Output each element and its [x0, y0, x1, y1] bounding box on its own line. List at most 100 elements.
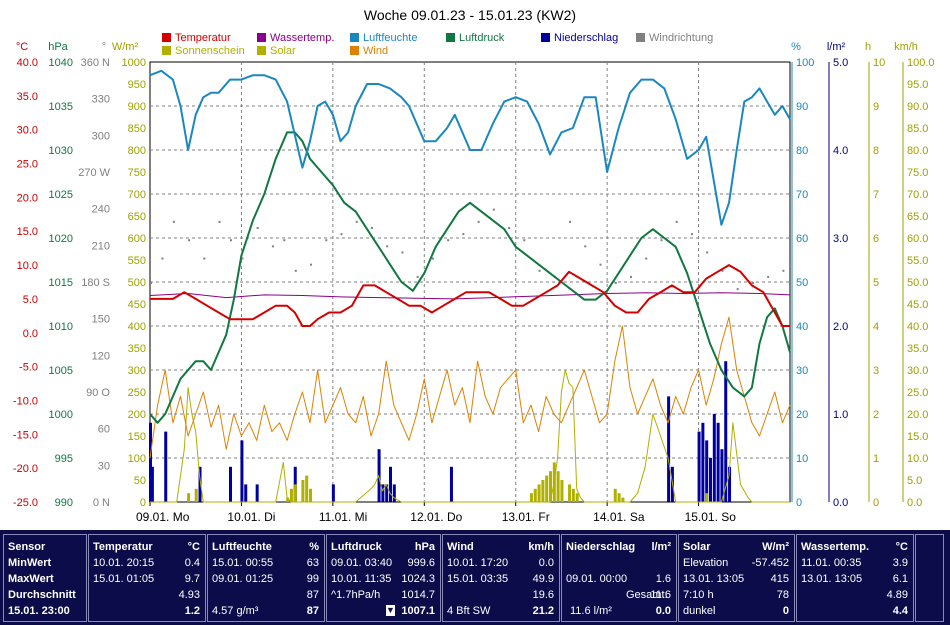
series-line: [149, 316, 791, 459]
humidity-header: Luftfeuchte: [212, 541, 272, 553]
axis-tick-label: 40.0: [907, 321, 928, 333]
data-point: [218, 220, 221, 223]
axis-tick-label: 1040: [49, 57, 73, 69]
bar: [385, 484, 389, 502]
water-temp-unit: °C: [895, 541, 908, 553]
solar-average: 78: [776, 589, 789, 601]
row-label-max: MaxWert: [8, 573, 54, 585]
bar: [709, 458, 712, 502]
axis-tick-label: 0.0: [907, 497, 922, 509]
x-axis-labels: 09.01. Mo 10.01. Di 11.01. Mi 12.01. Do 13.0…: [136, 502, 736, 524]
data-point: [256, 227, 259, 229]
chart-title: Woche 09.01.23 - 15.01.23 (KW2): [364, 7, 576, 23]
bar: [449, 466, 453, 502]
empty-section: [915, 534, 944, 622]
rain-total-value: 11.6: [650, 589, 671, 601]
bar: [529, 493, 533, 502]
axis-tick-label: 15.0: [17, 226, 38, 238]
axis-tick-label: 15.0: [907, 431, 928, 443]
x-tick-label: 14.01. Sa: [593, 510, 645, 524]
axis-tick-label: 30.0: [17, 125, 38, 137]
temperature-current: 1.2: [184, 605, 200, 617]
axis-tick-label: 900: [128, 101, 146, 113]
stats-panel: Sensor MinWert MaxWert Durchschnitt 15.0…: [0, 530, 950, 625]
bar: [568, 484, 572, 502]
rain-header: Niederschlag: [566, 541, 636, 553]
legend-label: Wind: [363, 45, 388, 57]
solar-elevation-label: Elevation: [683, 557, 729, 569]
bar: [697, 431, 701, 502]
axis-tick-label: 800: [128, 145, 146, 157]
series-line: [149, 292, 791, 300]
axis-tick-label: 6: [873, 233, 879, 245]
bar: [728, 466, 732, 502]
temperature-min-time: 10.01. 20:15: [93, 557, 155, 569]
pressure-min-time: 09.01. 03:40: [331, 557, 393, 569]
rain-unit: l/m²: [651, 541, 671, 553]
solar-max-value: 415: [770, 573, 789, 585]
axis-tick-label: 0: [873, 497, 879, 509]
solar-elevation-value: -57.452: [751, 557, 789, 569]
axis-tick-label: 30: [98, 460, 110, 472]
bar: [575, 493, 579, 502]
data-point: [675, 220, 678, 223]
axis-tick-label: 500: [128, 277, 146, 289]
axis-tick-label: 70: [796, 189, 808, 201]
data-point: [736, 288, 739, 291]
axis-tick-label: 80: [796, 145, 808, 157]
humidity-current: 87: [306, 605, 319, 617]
data-point: [630, 275, 632, 278]
legend-label: Luftfeuchte: [363, 32, 417, 44]
data-point: [401, 251, 404, 254]
data-point: [523, 239, 526, 242]
axis-tick-label: 300: [128, 365, 146, 377]
pressure-current: 1007.1: [401, 605, 435, 617]
rain-section: Niederschlag l/m² 09.01. 00:00 1.6 Gesamt:…: [561, 534, 677, 622]
axis-tick-label: 1010: [49, 321, 73, 333]
bar: [720, 449, 724, 502]
bar: [289, 488, 293, 502]
pressure-average: 1014.7: [401, 589, 435, 601]
axis-tick-label: 2: [873, 409, 879, 421]
bar: [556, 471, 560, 502]
pressure-unit: hPa: [414, 541, 435, 553]
bar: [244, 484, 248, 502]
data-point: [340, 233, 343, 236]
bar: [560, 480, 564, 502]
axis-tick-label: 10.0: [907, 453, 928, 465]
data-point: [283, 239, 286, 242]
water-temp-min-value: 3.9: [892, 557, 908, 569]
legend-label: Niederschlag: [554, 32, 618, 44]
legend-label: Solar: [270, 45, 296, 57]
axis-tick-label: 75.0: [907, 167, 928, 179]
legend-swatch: [446, 33, 455, 42]
axis-tick-label: 120: [92, 350, 110, 362]
data-point: [161, 257, 164, 260]
data-point: [271, 245, 274, 248]
legend-swatch: [541, 33, 550, 42]
data-point: [188, 239, 191, 242]
rain-current: 0.0: [655, 605, 671, 617]
legend-swatch: [636, 33, 645, 42]
axis-tick-label: 1020: [49, 233, 73, 245]
temperature-average: 4.93: [178, 589, 200, 601]
axis-tick-label: 5.0: [833, 57, 848, 69]
bar: [194, 488, 198, 502]
axis-tick-label: 5.0: [907, 475, 922, 487]
axis-tick-label: 100.0: [907, 57, 935, 69]
x-tick-label: 15.01. So: [685, 510, 737, 524]
axis-tick-label: -5.0: [19, 362, 38, 374]
x-tick-label: 10.01. Di: [227, 510, 275, 524]
axis-tick-label: 180 S: [81, 277, 110, 289]
axis-tick-label: 65.0: [907, 211, 928, 223]
bar: [229, 466, 232, 502]
row-label-avg: Durchschnitt: [8, 589, 76, 601]
data-point: [294, 269, 297, 272]
bar: [613, 488, 617, 502]
water-temp-section: Wassertemp. °C 11.01. 00:35 3.9 13.01. 13:…: [796, 534, 914, 622]
axis-tick-label: 35.0: [907, 343, 928, 355]
bar: [240, 440, 244, 502]
axis-tick-label: 210: [92, 240, 110, 252]
data-point: [462, 233, 465, 236]
bar: [389, 466, 392, 502]
